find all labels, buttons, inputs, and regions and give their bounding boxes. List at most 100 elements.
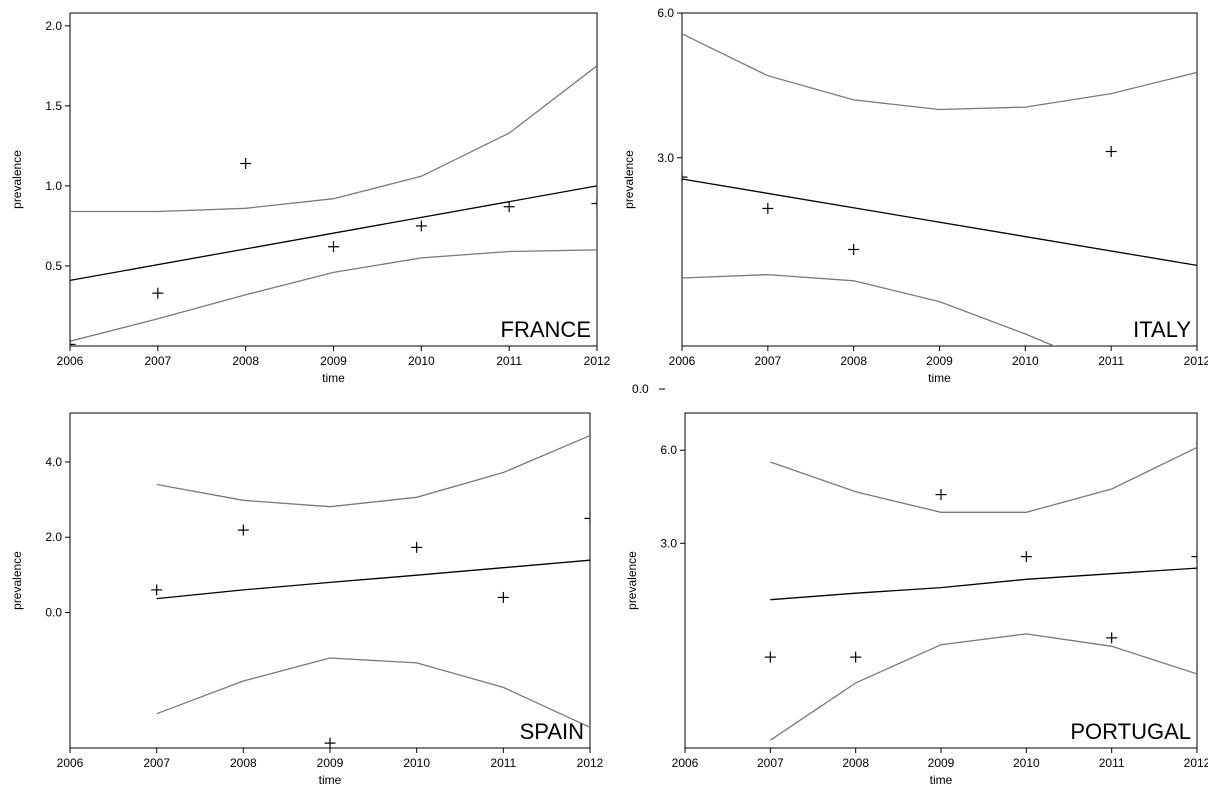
y-axis-label: prevalence: [10, 150, 24, 209]
lower-confidence-line: [682, 273, 1056, 346]
country-label: ITALY: [1133, 317, 1191, 342]
y-tick-label: 1.0: [45, 179, 62, 193]
data-point: [152, 287, 164, 299]
y-axis-label: prevalence: [10, 551, 24, 610]
extra-y-tick-label: 0.0: [632, 382, 649, 396]
x-tick-label: 2009: [317, 756, 344, 770]
data-point: [324, 737, 336, 748]
panel-italy: 2006 2007 2008 2009 2010 2011 2012 3.0 6.0 0.0 tim…: [622, 6, 1208, 396]
y-axis-label: prevalence: [625, 551, 639, 610]
x-tick-label: 2011: [496, 354, 522, 368]
x-tick-label: 2009: [926, 354, 953, 368]
x-tick-label: 2011: [1099, 756, 1125, 770]
data-point: [850, 651, 862, 663]
y-tick-label: 0.0: [45, 605, 62, 619]
x-tick-label: 2011: [1098, 354, 1124, 368]
x-tick-label: 2010: [403, 756, 430, 770]
upper-confidence-line: [770, 446, 1197, 513]
x-tick-label: 2006: [672, 756, 699, 770]
data-point: [935, 489, 947, 501]
data-point: [584, 512, 590, 524]
x-tick-label: 2012: [1184, 354, 1208, 368]
data-point: [764, 651, 776, 663]
series-group: [70, 65, 597, 346]
x-axis-label: time: [322, 371, 345, 385]
panel-portugal: 2006 2007 2008 2009 2010 2011 2012 3.0 6.0 time pr…: [625, 412, 1208, 787]
x-tick-label: 2006: [57, 756, 84, 770]
data-point: [415, 220, 427, 232]
x-tick-label: 2010: [1012, 354, 1039, 368]
panel-spain: 2006 2007 2008 2009 2010 2011 2012 0.0 2.0 4.0 tim…: [10, 412, 604, 787]
x-tick-label: 2012: [577, 756, 604, 770]
x-tick-label: 2008: [840, 354, 867, 368]
plot-frame: [681, 12, 1198, 347]
data-point: [762, 202, 774, 214]
y-tick-label: 6.0: [660, 443, 677, 457]
x-tick-label: 2010: [1013, 756, 1040, 770]
y-tick-label: 3.0: [660, 536, 677, 550]
x-tick-label: 2007: [144, 354, 171, 368]
data-point: [591, 198, 597, 210]
x-tick-label: 2009: [320, 354, 347, 368]
data-point: [1191, 551, 1197, 563]
fitted-trend-line: [70, 185, 597, 282]
data-point: [497, 591, 509, 603]
upper-confidence-line: [682, 33, 1197, 111]
fitted-trend-line: [156, 559, 590, 600]
lower-confidence-line: [156, 657, 590, 728]
data-point: [848, 243, 860, 255]
data-point: [1105, 146, 1117, 158]
data-point: [151, 584, 163, 596]
x-tick-label: 2008: [230, 756, 257, 770]
y-axis-label: prevalence: [622, 150, 636, 209]
x-tick-label: 2012: [1184, 756, 1208, 770]
x-tick-label: 2006: [669, 354, 696, 368]
y-tick-label: 6.0: [657, 6, 674, 20]
data-point: [70, 338, 76, 346]
data-point: [328, 241, 339, 253]
upper-confidence-line: [156, 435, 590, 508]
data-point: [237, 524, 249, 536]
fitted-trend-line: [682, 178, 1197, 267]
data-point: [240, 157, 252, 169]
x-tick-label: 2009: [928, 756, 955, 770]
country-label: FRANCE: [501, 317, 591, 342]
plot-frame: [69, 12, 598, 347]
y-tick-label: 2.0: [45, 530, 62, 544]
x-tick-label: 2007: [143, 756, 170, 770]
series-group: [151, 435, 590, 748]
country-label: SPAIN: [520, 719, 584, 744]
y-tick-label: 3.0: [657, 151, 674, 165]
x-tick-label: 2007: [757, 756, 784, 770]
plot-frame: [69, 412, 591, 749]
y-tick-label: 1.5: [45, 99, 62, 113]
x-tick-label: 2008: [842, 756, 869, 770]
lower-confidence-line: [769, 633, 1197, 741]
x-axis-label: time: [928, 371, 951, 385]
y-tick-label: 2.0: [45, 19, 62, 33]
upper-confidence-line: [70, 65, 597, 213]
series-group: [764, 446, 1197, 741]
x-tick-label: 2006: [57, 354, 84, 368]
lower-confidence-line: [70, 249, 597, 342]
x-tick-label: 2011: [490, 756, 516, 770]
data-point: [1106, 632, 1118, 644]
country-label: PORTUGAL: [1070, 719, 1191, 744]
data-point: [503, 201, 515, 213]
fitted-trend-line: [770, 567, 1197, 601]
series-group: [682, 33, 1197, 346]
x-tick-label: 2012: [584, 354, 611, 368]
plot-frame: [684, 412, 1198, 749]
y-tick-label: 4.0: [45, 455, 62, 469]
panel-france: 2006 2007 2008 2009 2010 2011 2012 0.5 1.0 1.5 2.0…: [10, 12, 611, 385]
x-tick-label: 2007: [754, 354, 781, 368]
x-axis-label: time: [319, 773, 342, 787]
x-axis-label: time: [930, 773, 953, 787]
data-point: [1020, 551, 1032, 563]
data-point: [682, 171, 688, 183]
y-tick-label: 0.5: [45, 259, 62, 273]
x-tick-label: 2008: [232, 354, 259, 368]
x-tick-label: 2010: [408, 354, 435, 368]
data-point: [411, 541, 423, 553]
